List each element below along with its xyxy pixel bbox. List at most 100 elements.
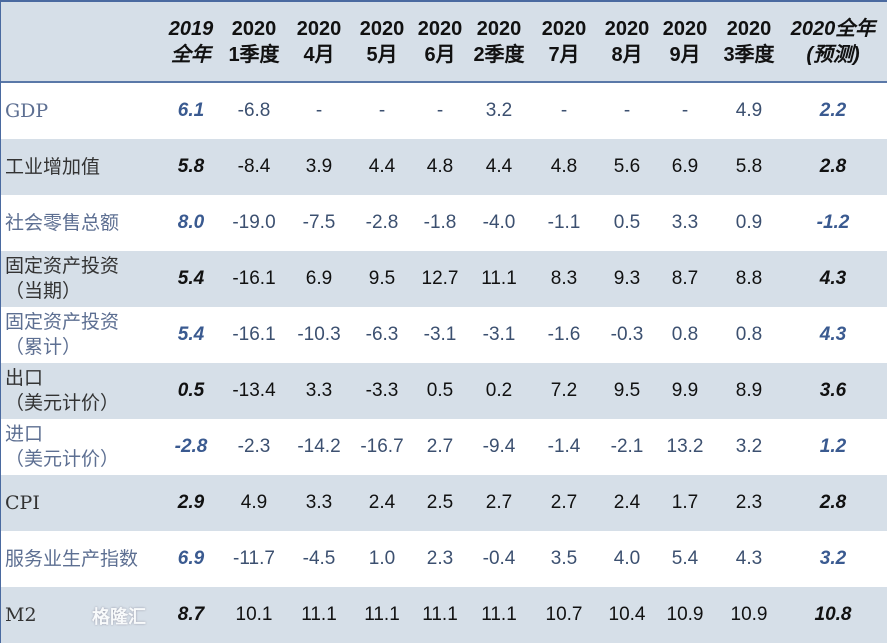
- column-header: 2019 全年: [169, 16, 214, 68]
- table-cell: 3.3: [305, 492, 333, 513]
- table-cell: -19.0: [232, 212, 276, 233]
- table-cell: 9.5: [613, 380, 641, 401]
- table-cell: 8.8: [735, 268, 763, 289]
- table-cell: 2.9: [177, 492, 205, 513]
- table-cell: -: [623, 100, 631, 121]
- row-label-line: 社会零售总额: [5, 211, 120, 234]
- table-cell: 9.9: [671, 380, 699, 401]
- table-cell: 4.3: [819, 324, 847, 345]
- table-row: 服务业生产指数 6.9 -11.7 -4.5 1.0 2.3 -0.4 3.5 4.0 5.4 4.…: [1, 531, 887, 587]
- table-cell: 2.3: [426, 548, 454, 569]
- table-cell: 0.5: [177, 380, 205, 401]
- table-cell: 7.2: [550, 380, 578, 401]
- table-cell: -13.4: [232, 380, 276, 401]
- table-cell: -4.0: [482, 212, 516, 233]
- table-cell: -16.7: [360, 436, 404, 457]
- table-cell: 2.7: [485, 492, 513, 513]
- column-header-line: 5月: [366, 44, 398, 66]
- table-cell: 6.9: [305, 268, 333, 289]
- table-cell: -: [560, 100, 568, 121]
- table-cell: -2.1: [610, 436, 644, 457]
- table-cell: 10.1: [235, 604, 273, 625]
- table-cell: 8.7: [177, 604, 205, 625]
- table-cell: -3.3: [365, 380, 399, 401]
- column-header-line: 2020: [417, 18, 463, 40]
- column-header-line: 2020: [726, 18, 772, 40]
- row-label-line: 固定资产投资: [5, 255, 120, 277]
- table-cell: 5.6: [613, 156, 641, 177]
- table-cell: 3.2: [735, 436, 763, 457]
- table-cell: 3.5: [550, 548, 578, 569]
- table-cell: 3.2: [819, 548, 847, 569]
- table-cell: 6.1: [177, 100, 205, 121]
- column-header-line: (预测): [806, 44, 860, 66]
- table-cell: -6.3: [365, 324, 399, 345]
- column-header-line: 8月: [611, 44, 643, 66]
- column-header: 2020 2季度: [473, 16, 524, 68]
- row-label: 进口 （美元计价）: [5, 419, 119, 475]
- table-cell: -16.1: [232, 324, 276, 345]
- table-cell: -8.4: [237, 156, 271, 177]
- table-cell: 4.9: [735, 100, 763, 121]
- table-cell: 10.9: [730, 604, 768, 625]
- table-cell: 10.4: [608, 604, 646, 625]
- table-header: 2019 全年 2020 1季度 2020 4月 2020 5月 2020 6月 2020 2季度 20…: [1, 2, 887, 83]
- table-row: M2 8.7 10.1 11.1 11.1 11.1 11.1 10.7 10.4 10.9 10.…: [1, 587, 887, 643]
- table-cell: -9.4: [482, 436, 516, 457]
- table-row: GDP 6.1 -6.8 - - - 3.2 - - - 4.9 2.2: [1, 83, 887, 139]
- table-cell: 4.9: [240, 492, 268, 513]
- table-cell: 2.8: [819, 156, 847, 177]
- row-label-line: CPI: [5, 491, 40, 514]
- table-cell: -1.2: [816, 212, 850, 233]
- table-cell: 2.4: [613, 492, 641, 513]
- column-header: 2020 5月: [360, 16, 405, 68]
- table-cell: 6.9: [671, 156, 699, 177]
- table-cell: -2.3: [237, 436, 271, 457]
- table-row: 出口 （美元计价） 0.5 -13.4 3.3 -3.3 0.5 0.2 7.2 9.5 9.9 8.…: [1, 363, 887, 419]
- row-label-line: （美元计价）: [5, 448, 120, 470]
- table-cell: 3.9: [305, 156, 333, 177]
- table-cell: 0.5: [426, 380, 454, 401]
- table-cell: 8.7: [671, 268, 699, 289]
- column-header-line: 2020: [231, 18, 277, 40]
- table-cell: 1.7: [671, 492, 699, 513]
- column-header-line: 全年: [171, 44, 211, 66]
- table-cell: 3.2: [485, 100, 513, 121]
- table-cell: -: [436, 100, 444, 121]
- table-cell: 6.9: [177, 548, 205, 569]
- table-cell: 9.3: [613, 268, 641, 289]
- table-cell: -0.4: [482, 548, 516, 569]
- row-label-line: 工业增加值: [5, 155, 101, 178]
- column-header-line: 2020: [476, 18, 522, 40]
- table-cell: -10.3: [297, 324, 341, 345]
- table-cell: 4.3: [735, 548, 763, 569]
- row-label-line: （美元计价）: [5, 392, 120, 414]
- row-label-line: M2: [5, 603, 37, 626]
- table-cell: 5.4: [177, 324, 205, 345]
- table-cell: -: [378, 100, 386, 121]
- table-cell: -1.6: [547, 324, 581, 345]
- table-row: 进口 （美元计价） -2.8 -2.3 -14.2 -16.7 2.7 -9.4 -1.4 -2.…: [1, 419, 887, 475]
- table-cell: 9.5: [368, 268, 396, 289]
- table-cell: -16.1: [232, 268, 276, 289]
- table-cell: -2.8: [174, 436, 208, 457]
- table-cell: 4.4: [485, 156, 513, 177]
- column-header-line: 2020: [662, 18, 708, 40]
- table-cell: 3.3: [671, 212, 699, 233]
- table-cell: 4.3: [819, 268, 847, 289]
- table-cell: 2.5: [426, 492, 454, 513]
- table-cell: -1.1: [547, 212, 581, 233]
- column-header: 2020 8月: [605, 16, 650, 68]
- row-label: 工业增加值: [5, 139, 100, 195]
- table-row: 社会零售总额 8.0 -19.0 -7.5 -2.8 -1.8 -4.0 -1.1 0.5 3.3…: [1, 195, 887, 251]
- table-cell: 2.2: [819, 100, 847, 121]
- table-cell: -: [315, 100, 323, 121]
- table-row: 固定资产投资 （当期） 5.4 -16.1 6.9 9.5 12.7 11.1 8.3 9.3 8.…: [1, 251, 887, 307]
- table-cell: 11.1: [481, 268, 517, 289]
- row-label: 出口 （美元计价）: [5, 363, 119, 419]
- table-cell: -14.2: [297, 436, 341, 457]
- table-cell: -11.7: [233, 548, 275, 569]
- table-row: 固定资产投资 （累计） 5.4 -16.1 -10.3 -6.3 -3.1 -3.1 -1.6 -…: [1, 307, 887, 363]
- table-row: 工业增加值 5.8 -8.4 3.9 4.4 4.8 4.4 4.8 5.6 6.9 5.8 2.8: [1, 139, 887, 195]
